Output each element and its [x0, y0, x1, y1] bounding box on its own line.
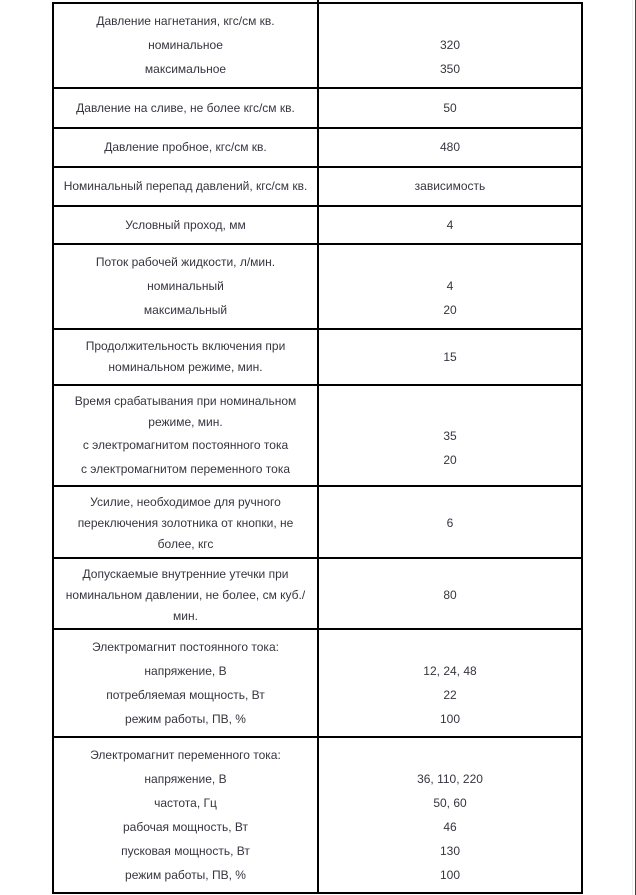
value-line: зависимость [414, 179, 486, 193]
param-cell: Поток рабочей жидкости, л/мин. номинальны… [54, 245, 319, 328]
param-cell: Условный проход, мм [54, 207, 319, 243]
value-cell: 12, 24, 48 22 100 [319, 630, 581, 736]
value-line: 12, 24, 48 [423, 663, 477, 678]
param-line: пусковая мощность, Вт [121, 843, 250, 858]
param-line: рабочая мощность, Вт [122, 819, 248, 834]
table-row: Продолжительность включения при номиналь… [54, 330, 581, 386]
table-row: Электромагнит переменного тока: напряжени… [54, 738, 581, 892]
value-cell: 36, 110, 220 50, 60 46 130 100 [319, 738, 581, 892]
value-line: 35 [443, 428, 457, 443]
value-line: 36, 110, 220 [417, 771, 483, 786]
param-line: Электромагнит переменного тока: [90, 747, 281, 762]
value-line: 15 [443, 349, 457, 364]
param-line: Поток рабочей жидкости, л/мин. [95, 255, 276, 269]
param-line: Давление на сливе, не более кгс/см кв. [76, 100, 295, 115]
table-row: Допускаемые внутренние утечки при номина… [54, 559, 581, 632]
value-cell: 4 20 [319, 245, 581, 328]
table-row: Номинальный перепад давлений, кгс/см кв.… [54, 168, 581, 207]
param-cell: Усилие, необходимое для ручного переключ… [54, 487, 319, 560]
param-line: режим работы, ПВ, % [125, 711, 246, 726]
value-line [325, 400, 575, 424]
value-line [325, 10, 575, 34]
param-line: Давление нагнетания, кгс/см кв. [96, 14, 275, 28]
param-cell: Время срабатывания при номинальном режим… [54, 386, 319, 486]
value-line: 46 [443, 819, 457, 834]
value-cell: 35 20 [319, 386, 581, 486]
param-line: максимальное [144, 62, 227, 76]
param-cell: Давление на сливе, не более кгс/см кв. [54, 89, 319, 127]
table-row: Электромагнит постоянного тока: напряжени… [54, 630, 581, 738]
value-cell: 15 [319, 330, 581, 384]
value-cell: 480 [319, 129, 581, 166]
value-line: 20 [443, 303, 457, 317]
param-line: Условный проход, мм [125, 217, 246, 232]
specs-table: Давление нагнетания, кгс/см кв. номинальн… [52, 2, 583, 894]
table-row: Время срабатывания при номинальном режим… [54, 386, 581, 487]
param-cell: Давление нагнетания, кгс/см кв. номинальн… [54, 4, 319, 87]
param-line: Продолжительность включения при номиналь… [85, 339, 286, 374]
table-row: Условный проход, мм 4 [54, 207, 581, 245]
value-cell: зависимость [319, 168, 581, 205]
param-line: Номинальный перепад давлений, кгс/см кв. [63, 179, 308, 193]
page-edge-light-line [632, 0, 633, 895]
param-line: режим работы, ПВ, % [125, 867, 246, 882]
value-cell: 6 [319, 487, 581, 560]
param-line: Время срабатывания при номинальном режим… [74, 394, 297, 429]
value-line: 130 [439, 843, 461, 858]
table-row: Поток рабочей жидкости, л/мин. номинальны… [54, 245, 581, 330]
value-cell: 80 [319, 559, 581, 632]
value-line: 6 [446, 516, 454, 530]
value-line: 350 [439, 62, 461, 76]
param-line: частота, Гц [154, 795, 217, 810]
param-cell: Допускаемые внутренние утечки при номина… [54, 559, 319, 632]
value-line: 80 [443, 588, 457, 602]
param-cell: Номинальный перепад давлений, кгс/см кв. [54, 168, 319, 205]
value-line [325, 743, 575, 767]
value-line: 100 [439, 711, 461, 726]
value-line: 320 [439, 38, 461, 52]
value-line: 4 [446, 279, 454, 293]
value-line: 100 [439, 867, 461, 882]
param-line: номинальный [147, 279, 224, 293]
param-line: с электромагнитом постоянного тока [82, 437, 289, 452]
param-cell: Электромагнит постоянного тока: напряжени… [54, 630, 319, 736]
param-line: напряжение, В [144, 663, 227, 678]
value-cell: 4 [319, 207, 581, 243]
param-line: Допускаемые внутренние утечки при номина… [65, 567, 306, 623]
value-line [325, 635, 575, 659]
param-line: потребляемая мощность, Вт [106, 687, 265, 702]
value-line: 4 [446, 217, 454, 232]
param-line: максимальный [143, 303, 228, 317]
param-cell: Давление пробное, кгс/см кв. [54, 129, 319, 166]
param-line: Электромагнит постоянного тока: [92, 639, 279, 654]
param-cell: Продолжительность включения при номиналь… [54, 330, 319, 384]
param-line: с электромагнитом переменного тока [80, 461, 291, 476]
value-line: 20 [443, 452, 457, 467]
value-line: 50 [443, 100, 457, 115]
value-cell: 50 [319, 89, 581, 127]
table-row: Давление на сливе, не более кгс/см кв. 50 [54, 89, 581, 129]
table-row: Давление нагнетания, кгс/см кв. номинальн… [54, 4, 581, 89]
value-line: 22 [443, 687, 457, 702]
value-cell: 320 350 [319, 4, 581, 87]
value-line: 480 [439, 140, 461, 154]
table-row: Усилие, необходимое для ручного переключ… [54, 487, 581, 560]
column-divider-stub [317, 0, 319, 2]
value-line: 50, 60 [433, 795, 467, 810]
table-row: Давление пробное, кгс/см кв. 480 [54, 129, 581, 168]
param-line: номинальное [148, 38, 223, 52]
value-line [325, 251, 575, 275]
param-cell: Электромагнит переменного тока: напряжени… [54, 738, 319, 892]
param-line: напряжение, В [144, 771, 227, 786]
param-line: Давление пробное, кгс/см кв. [104, 140, 267, 154]
param-line: Усилие, необходимое для ручного переключ… [77, 495, 294, 551]
